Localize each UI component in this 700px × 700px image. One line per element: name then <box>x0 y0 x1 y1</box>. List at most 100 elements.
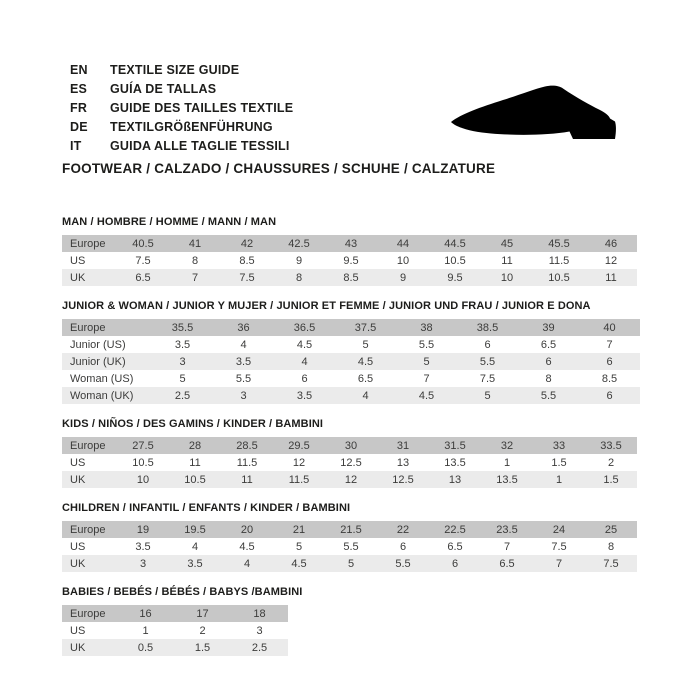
size-cell: 3 <box>213 387 274 404</box>
size-cell: 38 <box>396 319 457 336</box>
section-title-children: CHILDREN / INFANTIL / ENFANTS / KINDER /… <box>62 502 351 514</box>
size-cell: 28 <box>169 437 221 454</box>
row-label: UK <box>62 269 117 286</box>
size-cell: 40 <box>579 319 640 336</box>
size-section-kids: KIDS / NIÑOS / DES GAMINS / KINDER / BAM… <box>62 418 642 488</box>
size-cell: 4.5 <box>296 338 313 351</box>
size-cell: 17 <box>174 605 231 622</box>
size-cell: 5.5 <box>343 540 359 553</box>
size-cell: 10.5 <box>533 269 585 286</box>
size-cell: 0.5 <box>117 639 174 656</box>
size-cell: 5.5 <box>418 338 435 351</box>
size-cell: 7.5 <box>221 269 273 286</box>
size-cell: 5 <box>179 372 186 385</box>
row-label: Europe <box>62 605 117 622</box>
size-table-children: Europe 19 19.5 20 21 21.5 22 22.5 23.5 24 25 US 3.5 4… <box>62 521 637 572</box>
size-cell: 25 <box>585 521 637 538</box>
size-cell: 2 <box>199 624 206 637</box>
table-row: UK 0.5 1.5 2.5 <box>62 639 288 656</box>
table-row: US 3.5 4 4.5 5 5.5 6 6.5 7 7.5 8 <box>62 538 637 555</box>
size-cell: 12.5 <box>340 456 362 469</box>
size-cell: 13.5 <box>481 471 533 488</box>
size-cell: 8.5 <box>325 269 377 286</box>
size-cell: 7.5 <box>551 540 567 553</box>
table-row: UK 10 10.5 11 11.5 12 12.5 13 13.5 1 1.5 <box>62 471 637 488</box>
size-tables: MAN / HOMBRE / HOMME / MANN / MAN Europe 4… <box>62 216 642 670</box>
size-cell: 5 <box>457 387 518 404</box>
size-cell: 3.5 <box>274 387 335 404</box>
size-cell: 2.5 <box>231 639 288 656</box>
size-cell: 18 <box>231 605 288 622</box>
size-cell: 4.5 <box>239 540 255 553</box>
size-cell: 1 <box>503 456 511 469</box>
table-row: Europe 40.5 41 42 42.5 43 44 44.5 45 45.5 46 <box>62 235 637 252</box>
row-label: Woman (UK) <box>62 387 152 404</box>
size-cell: 33 <box>533 437 585 454</box>
language-label: TEXTILGRÖßENFÜHRUNG <box>110 120 273 134</box>
size-cell: 6 <box>518 353 579 370</box>
size-cell: 11.5 <box>236 456 258 469</box>
language-code: FR <box>70 101 88 115</box>
size-cell: 10 <box>117 471 169 488</box>
size-cell: 2.5 <box>152 387 213 404</box>
language-row-en: EN TEXTILE SIZE GUIDE <box>70 61 293 80</box>
size-cell: 35.5 <box>152 319 213 336</box>
size-cell: 3.5 <box>174 338 191 351</box>
table-row: Junior (US) 3.5 4 4.5 5 5.5 6 6.5 7 <box>62 336 640 353</box>
size-cell: 7.5 <box>135 254 151 267</box>
size-cell: 16 <box>117 605 174 622</box>
size-cell: 6 <box>429 555 481 572</box>
size-cell: 7 <box>423 372 430 385</box>
size-cell: 3.5 <box>135 540 151 553</box>
size-cell: 9 <box>377 269 429 286</box>
size-cell: 19.5 <box>169 521 221 538</box>
size-cell: 5.5 <box>377 555 429 572</box>
size-cell: 11.5 <box>548 254 570 267</box>
size-cell: 6.5 <box>481 555 533 572</box>
size-cell: 5.5 <box>235 372 252 385</box>
size-cell: 40.5 <box>117 235 169 252</box>
size-cell: 10.5 <box>132 456 154 469</box>
size-cell: 45.5 <box>533 235 585 252</box>
size-cell: 3.5 <box>213 353 274 370</box>
size-cell: 36 <box>213 319 274 336</box>
row-label: Europe <box>62 319 152 336</box>
size-cell: 44.5 <box>429 235 481 252</box>
size-cell: 9 <box>295 254 303 267</box>
size-cell: 6 <box>484 338 491 351</box>
size-cell: 22 <box>377 521 429 538</box>
category-title: FOOTWEAR / CALZADO / CHAUSSURES / SCHUHE… <box>62 161 496 176</box>
language-header: EN TEXTILE SIZE GUIDE ES GUÍA DE TALLAS … <box>70 61 293 156</box>
size-cell: 4 <box>191 540 199 553</box>
row-label: US <box>70 540 86 553</box>
row-label: Woman (US) <box>70 372 134 385</box>
size-cell: 5 <box>295 540 303 553</box>
table-row: UK 6.5 7 7.5 8 8.5 9 9.5 10 10.5 11 <box>62 269 637 286</box>
size-cell: 4.5 <box>396 387 457 404</box>
size-cell: 10.5 <box>444 254 466 267</box>
table-row: Woman (UK) 2.5 3 3.5 4 4.5 5 5.5 6 <box>62 387 640 404</box>
size-cell: 41 <box>169 235 221 252</box>
size-cell: 6.5 <box>540 338 557 351</box>
size-cell: 28.5 <box>221 437 273 454</box>
row-label: UK <box>62 555 117 572</box>
language-row-it: IT GUIDA ALLE TAGLIE TESSILI <box>70 137 293 156</box>
language-row-es: ES GUÍA DE TALLAS <box>70 80 293 99</box>
size-cell: 1 <box>533 471 585 488</box>
size-cell: 6.5 <box>357 372 374 385</box>
size-cell: 36.5 <box>274 319 335 336</box>
size-cell: 31 <box>377 437 429 454</box>
size-cell: 24 <box>533 521 585 538</box>
size-cell: 4 <box>240 338 247 351</box>
size-cell: 31.5 <box>429 437 481 454</box>
size-cell: 21.5 <box>325 521 377 538</box>
size-section-junior-woman: JUNIOR & WOMAN / JUNIOR Y MUJER / JUNIOR… <box>62 300 642 404</box>
section-title-junior-woman: JUNIOR & WOMAN / JUNIOR Y MUJER / JUNIOR… <box>62 300 591 312</box>
language-label: GUÍA DE TALLAS <box>110 82 217 96</box>
size-cell: 42.5 <box>273 235 325 252</box>
size-cell: 9.5 <box>343 254 359 267</box>
language-row-de: DE TEXTILGRÖßENFÜHRUNG <box>70 118 293 137</box>
size-cell: 11 <box>189 456 201 469</box>
size-cell: 30 <box>325 437 377 454</box>
size-cell: 1.5 <box>174 639 231 656</box>
